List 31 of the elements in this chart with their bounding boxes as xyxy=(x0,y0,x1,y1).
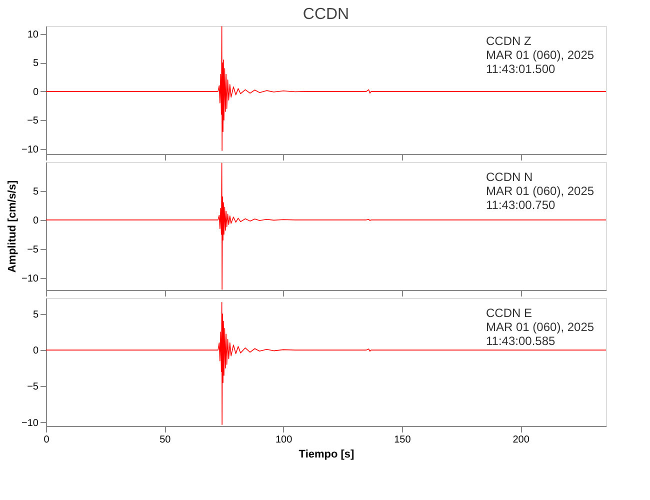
annotation: CCDN Z xyxy=(486,34,532,48)
x-tick-label: 50 xyxy=(160,434,172,446)
x-tick-label: 200 xyxy=(512,434,530,446)
annotation: MAR 01 (060), 2025 xyxy=(486,320,594,334)
y-tick-label: −10 xyxy=(22,418,39,429)
annotation: 11:43:01.500 xyxy=(486,62,556,76)
x-tick-label: 0 xyxy=(44,434,50,446)
x-tick-label: 100 xyxy=(275,434,293,446)
annotation: CCDN N xyxy=(486,170,533,184)
x-tick-label: 150 xyxy=(394,434,412,446)
annotation: 11:43:00.585 xyxy=(486,334,556,348)
y-tick-label: 5 xyxy=(32,309,39,320)
y-tick-label: 5 xyxy=(32,58,39,70)
y-tick-label: 0 xyxy=(32,86,39,98)
y-tick-label: 0 xyxy=(32,346,39,357)
y-tick-label: 5 xyxy=(32,186,39,198)
y-tick-label: 0 xyxy=(32,215,39,226)
line-series xyxy=(46,26,606,151)
annotation: MAR 01 (060), 2025 xyxy=(486,184,594,198)
y-tick-label: 10 xyxy=(27,30,39,41)
y-tick-label: −10 xyxy=(22,144,39,156)
annotation: MAR 01 (060), 2025 xyxy=(486,48,594,62)
x-axis-title: Tiempo [s] xyxy=(298,448,355,460)
chart-title: CCDN xyxy=(302,6,350,23)
y-tick-label: −5 xyxy=(27,382,39,393)
annotation: CCDN E xyxy=(486,306,532,320)
y-tick-label: −5 xyxy=(27,116,39,127)
y-tick-label: −10 xyxy=(22,273,39,284)
y-tick-label: −5 xyxy=(27,244,39,256)
annotation: 11:43:00.750 xyxy=(486,198,556,212)
y-axis-title: Amplitud [cm/s/s] xyxy=(6,180,19,273)
